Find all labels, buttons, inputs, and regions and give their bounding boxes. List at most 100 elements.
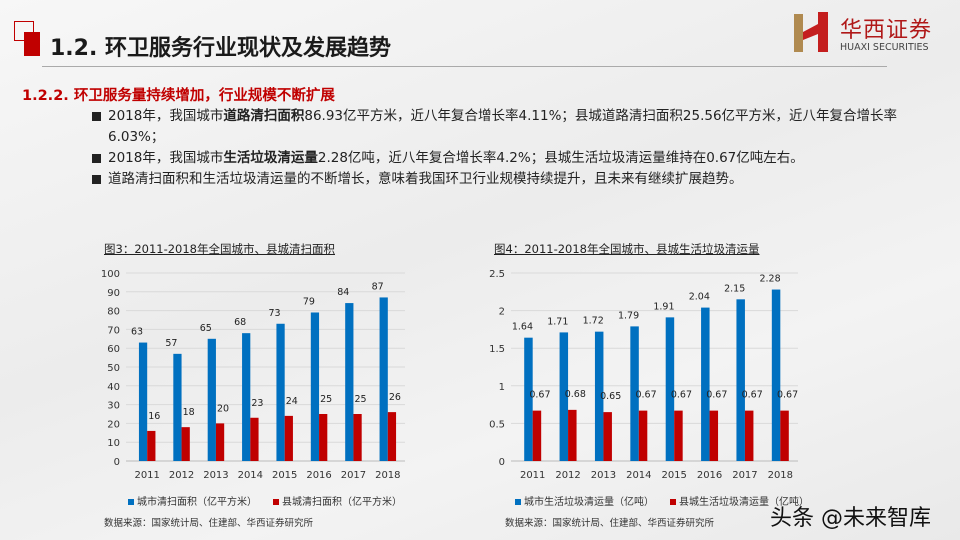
- x-tick-label: 2013: [591, 470, 616, 481]
- data-label: 1.79: [618, 310, 639, 321]
- data-label: 0.67: [635, 390, 656, 401]
- chart4-source: 数据来源：国家统计局、住建部、华西证券研究所: [505, 518, 715, 529]
- data-label: 0.67: [706, 390, 727, 401]
- bar-county: [744, 410, 754, 461]
- x-tick-label: 2012: [169, 470, 194, 481]
- y-tick-label: 30: [107, 401, 120, 412]
- y-tick-label: 0: [114, 457, 120, 468]
- data-label: 26: [389, 392, 401, 403]
- bar-county: [215, 423, 225, 461]
- x-tick-label: 2017: [732, 470, 757, 481]
- chart3-legend: 城市清扫面积（亿平方米） 县城清扫面积（亿平方米）: [128, 493, 402, 508]
- y-tick-label: 90: [107, 288, 120, 299]
- legend-item: 县城清扫面积（亿平方米）: [273, 493, 402, 508]
- bullet-text: 2.28亿吨，近八年复合增长率4.2%；县城生活垃圾清运量维持在0.67亿吨左右…: [317, 150, 804, 166]
- data-label: 2.04: [689, 292, 710, 303]
- y-tick-label: 0: [499, 457, 505, 468]
- y-tick-label: 20: [107, 419, 120, 430]
- bar-county: [674, 410, 683, 461]
- logo-text-en: HUAXI SECURITIES: [840, 42, 929, 53]
- bar-city: [665, 317, 675, 461]
- x-tick-label: 2016: [306, 470, 331, 481]
- bar-county: [568, 409, 577, 461]
- x-tick-label: 2016: [697, 470, 722, 481]
- y-tick-label: 1.5: [489, 344, 505, 355]
- x-tick-label: 2018: [375, 470, 400, 481]
- bar-county: [250, 417, 259, 461]
- bullet-text: 86.93亿平方米，近八年复合增长率4.11%；县城道路清扫面积25.56亿平方…: [108, 108, 898, 145]
- title-decoration-fill: [24, 32, 40, 56]
- legend-item: 城市清扫面积（亿平方米）: [128, 493, 257, 508]
- bullet-text: 2018年，我国城市: [108, 108, 224, 124]
- x-tick-label: 2013: [203, 470, 228, 481]
- watermark: 头条 @未来智库: [770, 506, 931, 531]
- page-title: 1.2. 环卫服务行业现状及发展趋势: [50, 36, 391, 61]
- data-label: 0.67: [671, 390, 692, 401]
- y-tick-label: 60: [107, 344, 120, 355]
- x-tick-label: 2014: [238, 470, 263, 481]
- x-tick-label: 2011: [134, 470, 159, 481]
- y-tick-label: 0.5: [489, 419, 505, 430]
- legend-item: 城市生活垃圾清运量（亿吨）: [515, 493, 654, 508]
- data-label: 1.72: [583, 316, 604, 327]
- data-label: 23: [251, 398, 263, 409]
- huaxi-logo: 华西证券 HUAXI SECURITIES: [792, 10, 952, 58]
- data-label: 0.67: [529, 390, 550, 401]
- data-label: 57: [165, 338, 177, 349]
- data-label: 25: [320, 394, 332, 405]
- data-label: 25: [355, 394, 367, 405]
- bullet-text: 道路清扫面积和生活垃圾清运量的不断增长，意味着我国环卫行业规模持续提升，且未来有…: [108, 171, 743, 187]
- chart3-title: 图3：2011-2018年全国城市、县城清扫面积: [104, 242, 335, 256]
- y-tick-label: 100: [101, 269, 120, 280]
- data-label: 68: [234, 317, 246, 328]
- bar-county: [353, 414, 362, 461]
- data-label: 79: [303, 296, 315, 307]
- x-tick-label: 2017: [341, 470, 366, 481]
- bullet-bold: 道路清扫面积: [223, 108, 305, 124]
- bar-county: [181, 427, 190, 461]
- data-label: 87: [372, 281, 384, 292]
- bar-city: [207, 338, 216, 461]
- bar-city: [594, 331, 604, 461]
- bar-county: [387, 412, 397, 461]
- bar-county: [284, 415, 293, 461]
- y-tick-label: 2.5: [489, 269, 505, 280]
- y-tick-label: 80: [107, 307, 120, 318]
- y-tick-label: 10: [107, 438, 120, 449]
- logo-mark-icon: [794, 12, 828, 52]
- bar-city: [524, 337, 533, 461]
- data-label: 24: [286, 396, 298, 407]
- y-tick-label: 50: [107, 363, 120, 374]
- data-label: 2.15: [724, 283, 745, 294]
- y-tick-label: 40: [107, 382, 120, 393]
- bar-county: [709, 410, 719, 461]
- title-divider: [42, 66, 887, 67]
- x-tick-label: 2014: [626, 470, 651, 481]
- bullet-bold: 生活垃圾清运量: [223, 150, 318, 166]
- data-label: 18: [183, 407, 195, 418]
- data-label: 16: [148, 411, 160, 422]
- bar-city: [559, 332, 569, 461]
- bullet-item: 2018年，我国城市生活垃圾清运量2.28亿吨，近八年复合增长率4.2%；县城生…: [92, 148, 922, 169]
- data-label: 1.64: [512, 322, 533, 333]
- bar-county: [603, 412, 612, 461]
- y-tick-label: 1: [499, 382, 505, 393]
- bar-city: [771, 289, 781, 461]
- data-label: 65: [200, 323, 212, 334]
- legend-item: 县城生活垃圾清运量（亿吨）: [670, 493, 809, 508]
- bar-city: [630, 326, 639, 461]
- y-tick-label: 70: [107, 325, 120, 336]
- chart3-source: 数据来源：国家统计局、住建部、华西证券研究所: [104, 518, 314, 529]
- bar-city: [138, 342, 148, 461]
- bullet-item: 道路清扫面积和生活垃圾清运量的不断增长，意味着我国环卫行业规模持续提升，且未来有…: [92, 169, 922, 190]
- x-tick-label: 2015: [661, 470, 686, 481]
- x-tick-label: 2018: [768, 470, 793, 481]
- data-label: 0.67: [777, 390, 798, 401]
- section-subtitle: 1.2.2. 环卫服务量持续增加，行业规模不断扩展: [22, 88, 335, 104]
- bar-county: [638, 410, 648, 461]
- bar-city: [173, 353, 182, 461]
- x-tick-label: 2015: [272, 470, 297, 481]
- data-label: 1.91: [653, 301, 674, 312]
